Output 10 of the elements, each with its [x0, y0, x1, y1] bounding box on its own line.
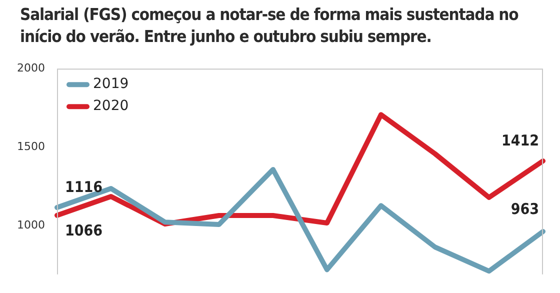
legend-label: 2019: [93, 76, 129, 92]
y-tick-label: 1500: [17, 140, 45, 154]
legend-label: 2020: [93, 98, 129, 114]
data-label: 1066: [65, 222, 103, 240]
y-tick-label: 2000: [17, 61, 45, 74]
chart-title: Salarial (FGS) começou a notar-se de forma mais sustentada no início do verão. Entre junho e outubro subiu sempre.: [20, 4, 520, 48]
data-label: 963: [510, 200, 539, 218]
data-label: 1116: [65, 178, 103, 196]
data-label: 1412: [501, 131, 539, 150]
y-tick-label: 1000: [17, 218, 45, 232]
